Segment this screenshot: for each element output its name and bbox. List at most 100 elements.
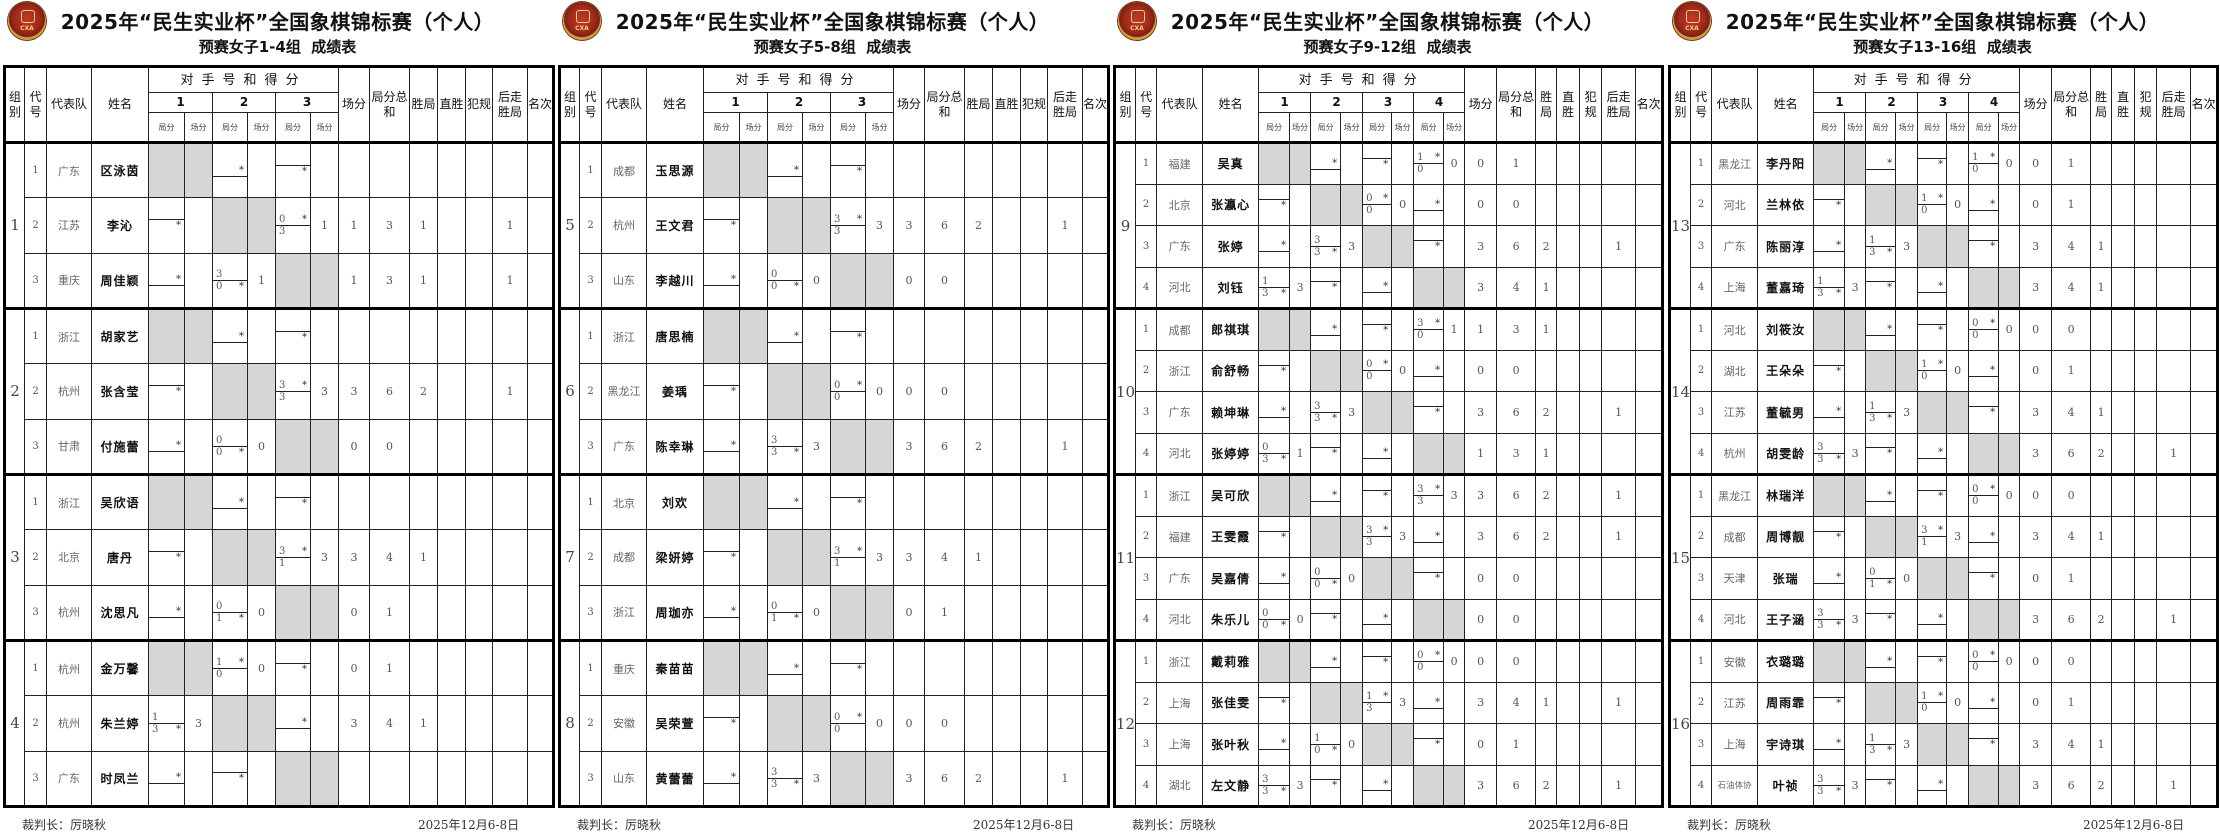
player-code: 1 bbox=[24, 472, 47, 531]
game-score-cell: * bbox=[1413, 391, 1445, 434]
cxa-logo: CXA bbox=[8, 2, 46, 40]
game-points: 1 bbox=[1972, 152, 1979, 164]
total-points: 0 bbox=[2019, 557, 2053, 600]
game-split: 3 3 * bbox=[1814, 608, 1844, 631]
game-1-score: * bbox=[1866, 324, 1895, 336]
game-split: * bbox=[149, 274, 184, 287]
total-wins bbox=[409, 638, 438, 697]
game-points: 3 bbox=[1817, 441, 1824, 453]
game-score-cell: * bbox=[1813, 225, 1846, 268]
total-rank bbox=[1082, 252, 1109, 309]
total-fouls bbox=[1579, 432, 1603, 475]
total-fouls bbox=[1579, 307, 1603, 351]
self-cell bbox=[865, 584, 894, 641]
game-score-cell: * bbox=[1968, 515, 2000, 558]
player-name: 李丹阳 bbox=[1757, 141, 1815, 185]
header-fouls: 犯规 bbox=[1579, 66, 1603, 143]
team-name: 成都 bbox=[1156, 307, 1204, 351]
header-opponent-number: 3 bbox=[1917, 92, 1970, 113]
game-2-score: * bbox=[1867, 780, 1895, 791]
self-cell bbox=[1391, 225, 1415, 268]
first-move-star-icon: * bbox=[1836, 406, 1842, 418]
game-2-score: * bbox=[1312, 614, 1340, 625]
team-name: 上海 bbox=[1156, 723, 1204, 766]
player-row: 3 天津 张瑞 * 0 1 * 0 * 0 1 bbox=[1670, 557, 2219, 600]
game-1-score: * bbox=[1259, 406, 1289, 419]
header-match-score: 场分 bbox=[1844, 112, 1867, 143]
player-code: 1 bbox=[1135, 639, 1158, 683]
match-score-cell bbox=[1946, 307, 1970, 351]
game-split: * bbox=[768, 331, 802, 343]
player-row: 3 广东 时凤兰 * * bbox=[5, 750, 554, 807]
game-2-score: 0 bbox=[1970, 164, 1998, 175]
game-2-score: * bbox=[1260, 532, 1289, 543]
game-1-score bbox=[1259, 696, 1289, 698]
game-points: 1 bbox=[1921, 537, 1928, 549]
game-split: * bbox=[149, 440, 184, 453]
total-second-wins bbox=[492, 306, 528, 365]
player-row: 4 河北 朱乐儿 0 0 * 0 * * 0 0 bbox=[1115, 598, 1664, 641]
player-name: 唐丹 bbox=[91, 529, 149, 586]
game-2-score: 0 bbox=[1919, 371, 1946, 382]
page-subtitle: 预赛女子5-8组 成绩表 bbox=[753, 38, 912, 56]
game-2-score: 3 bbox=[277, 392, 310, 403]
first-move-star-icon: * bbox=[1887, 282, 1893, 294]
total-points: 3 bbox=[338, 695, 370, 752]
group-number: 16 bbox=[1668, 639, 1692, 807]
player-name: 金万馨 bbox=[91, 638, 149, 697]
game-2-score: 3 * bbox=[1867, 247, 1895, 258]
game-1-score bbox=[704, 385, 739, 387]
game-split: * bbox=[1363, 489, 1391, 502]
match-score-cell bbox=[247, 306, 276, 365]
total-fouls bbox=[1020, 584, 1048, 641]
total-points: 0 bbox=[893, 695, 925, 752]
total-second-wins: 1 bbox=[1047, 197, 1083, 254]
first-move-star-icon: * bbox=[1836, 785, 1842, 797]
self-cell bbox=[247, 695, 276, 752]
game-score-cell: 1 * 0 bbox=[1968, 141, 2000, 185]
player-code: 3 bbox=[579, 584, 602, 641]
game-score-cell: 0 0 * bbox=[212, 418, 248, 475]
first-move-star-icon: * bbox=[1383, 779, 1389, 791]
self-cell bbox=[212, 363, 248, 420]
game-split: * bbox=[1866, 281, 1895, 293]
first-move-star-icon: * bbox=[1383, 656, 1389, 668]
game-1-score: 0 * bbox=[1969, 484, 1998, 497]
game-score-cell: 1 3 * bbox=[1865, 225, 1897, 268]
player-row: 3 广东 张婷 * 3 3 * 3 * 3 6 2 1 bbox=[1115, 225, 1664, 268]
first-move-star-icon: * bbox=[857, 663, 862, 675]
total-game-total: 0 bbox=[1496, 639, 1537, 683]
first-move-star-icon: * bbox=[1435, 198, 1441, 210]
total-second-wins bbox=[492, 750, 528, 807]
game-1-score: 3 * bbox=[1414, 318, 1443, 331]
self-cell bbox=[1310, 349, 1342, 392]
header-opponent-number: 3 bbox=[1362, 92, 1415, 113]
game-points: 0 bbox=[1972, 662, 1979, 674]
game-split: * bbox=[1814, 406, 1844, 419]
game-2-score: 1 * bbox=[214, 613, 247, 624]
player-row: 2 黑龙江 姜瑀 * 0 * 0 0 0 0 bbox=[560, 363, 1109, 420]
game-1-score: * bbox=[1814, 406, 1844, 419]
game-2-score: 1 bbox=[832, 558, 865, 569]
total-rank bbox=[527, 252, 554, 309]
header-match-score: 场分 bbox=[1289, 112, 1312, 143]
total-second-wins bbox=[492, 140, 528, 199]
header-match-score: 场分 bbox=[802, 112, 831, 143]
game-2-score: 0 * bbox=[1312, 579, 1340, 590]
match-score-cell: 3 bbox=[310, 529, 339, 586]
first-move-star-icon: * bbox=[1435, 739, 1441, 751]
game-score-cell: * bbox=[767, 638, 803, 697]
game-split: * bbox=[704, 717, 739, 729]
first-move-star-icon: * bbox=[1836, 531, 1842, 543]
game-score-cell: 1 * 0 bbox=[212, 638, 248, 697]
match-score-cell: 3 bbox=[1391, 681, 1415, 724]
total-rank bbox=[527, 584, 554, 641]
total-fouls bbox=[465, 695, 493, 752]
game-split: * bbox=[149, 606, 184, 619]
total-rank bbox=[1082, 750, 1109, 807]
total-wins: 2 bbox=[2090, 764, 2113, 807]
game-split: * bbox=[1969, 365, 1998, 377]
game-2-score: * bbox=[1867, 614, 1895, 625]
first-move-star-icon: * bbox=[239, 657, 244, 669]
total-points: 3 bbox=[2019, 598, 2053, 641]
